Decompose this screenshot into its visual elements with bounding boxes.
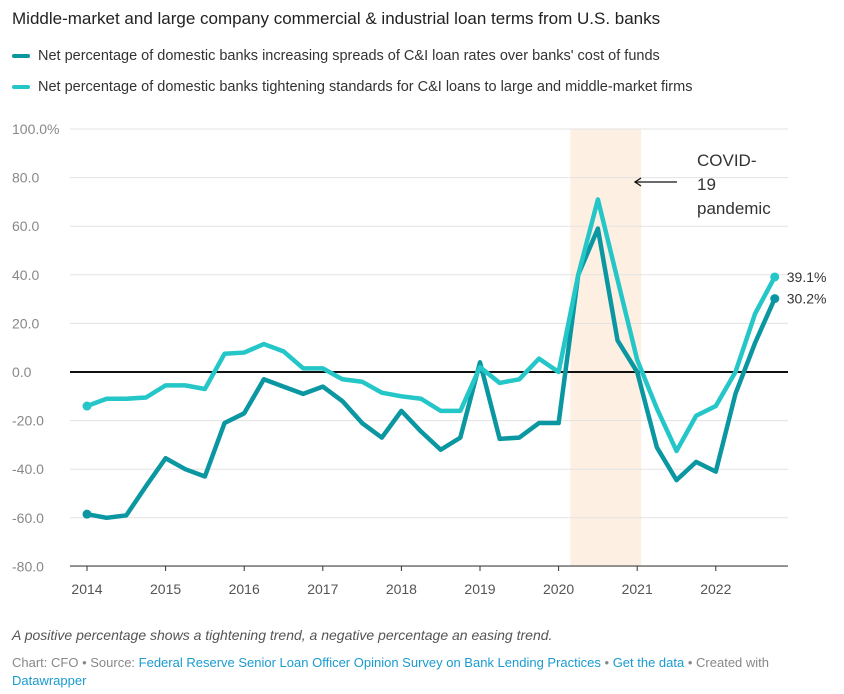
- legend-item-spreads: Net percentage of domestic banks increas…: [12, 48, 660, 64]
- series-line-0: [84, 226, 777, 521]
- footer-credit: Chart: CFO • Source:: [12, 655, 139, 670]
- covid-annotation-label: 19: [697, 175, 716, 194]
- y-tick-label: 60.0: [12, 218, 39, 234]
- line-chart: 100.0% 80.0 60.0 40.0 20.0 0.0 -20.0 -40.0 -60.0…: [12, 121, 827, 597]
- legend-swatch: [12, 85, 30, 89]
- arrowhead-icon: [633, 177, 642, 187]
- legend-label: Net percentage of domestic banks tighten…: [38, 79, 693, 95]
- end-value-label: 39.1%: [787, 269, 827, 285]
- legend-label: Net percentage of domestic banks increas…: [38, 48, 660, 64]
- x-tick-label: 2018: [386, 581, 417, 597]
- data-point: [82, 401, 92, 411]
- chart-title: Middle-market and large company commerci…: [12, 9, 661, 28]
- x-tick-label: 2021: [622, 581, 653, 597]
- legend-swatch: [12, 54, 30, 58]
- y-tick-label: -20.0: [12, 413, 44, 429]
- y-tick-label: 20.0: [12, 315, 39, 331]
- footer-created: • Created with: [684, 655, 770, 670]
- x-tick-label: 2020: [543, 581, 574, 597]
- covid-highlight-band: [570, 129, 642, 566]
- chart-footer: Chart: CFO • Source: Federal Reserve Sen…: [12, 654, 832, 690]
- x-tick-label: 2019: [464, 581, 495, 597]
- covid-annotation-label: COVID-: [697, 151, 757, 170]
- data-point: [770, 272, 780, 282]
- get-data-link[interactable]: Get the data: [612, 655, 685, 670]
- x-tick-label: 2015: [150, 581, 181, 597]
- y-tick-label: 100.0%: [12, 121, 59, 137]
- series-line-1: [84, 197, 777, 454]
- end-value-label: 30.2%: [787, 291, 827, 307]
- chart-note: A positive percentage shows a tightening…: [12, 627, 553, 643]
- y-tick-label: -40.0: [12, 461, 44, 477]
- x-tick-label: 2017: [307, 581, 338, 597]
- data-point: [770, 294, 780, 304]
- legend-item-standards: Net percentage of domestic banks tighten…: [12, 79, 692, 95]
- y-tick-label: 0.0: [12, 364, 32, 380]
- data-point: [82, 509, 92, 519]
- y-tick-label: 40.0: [12, 267, 39, 283]
- x-tick-label: 2016: [229, 581, 260, 597]
- covid-annotation-label: pandemic: [697, 199, 771, 218]
- footer-sep: •: [600, 655, 613, 670]
- x-tick-label: 2022: [700, 581, 731, 597]
- y-tick-label: -80.0: [12, 558, 44, 574]
- x-tick-label: 2014: [71, 581, 102, 597]
- source-link[interactable]: Federal Reserve Senior Loan Officer Opin…: [138, 655, 601, 670]
- y-tick-label: 80.0: [12, 170, 39, 186]
- y-tick-label: -60.0: [12, 510, 44, 526]
- datawrapper-link[interactable]: Datawrapper: [12, 673, 87, 688]
